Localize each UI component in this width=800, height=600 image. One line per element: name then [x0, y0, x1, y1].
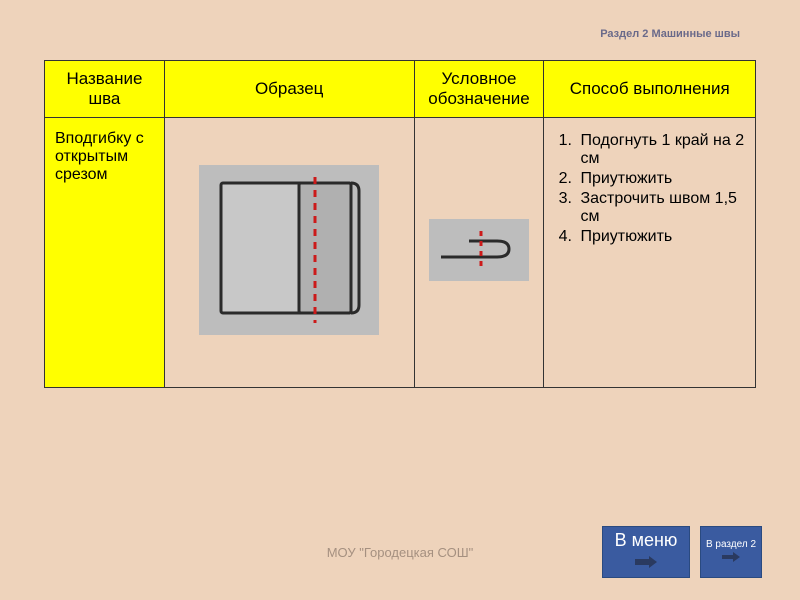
th-symbol: Условное обозначение — [414, 61, 544, 118]
section-button[interactable]: В раздел 2 — [700, 526, 762, 578]
step-item: Застрочить швом 1,5 см — [576, 190, 745, 226]
step-item: Приутюжить — [576, 170, 745, 188]
table-row: Вподгибку с открытым срезом — [45, 118, 756, 388]
sample-diagram — [199, 165, 379, 335]
menu-button-label: В меню — [615, 531, 678, 551]
step-item: Приутюжить — [576, 228, 745, 246]
table-header-row: Название шва Образец Условное обозначени… — [45, 61, 756, 118]
symbol-diagram — [429, 219, 529, 281]
seam-table: Название шва Образец Условное обозначени… — [44, 60, 756, 388]
steps-cell: Подогнуть 1 край на 2 см Приутюжить Заст… — [544, 118, 756, 388]
footer-org: МОУ "Городецкая СОШ" — [327, 545, 474, 560]
arrow-right-icon — [635, 553, 657, 573]
th-method: Способ выполнения — [544, 61, 756, 118]
sample-cell — [164, 118, 414, 388]
steps-list: Подогнуть 1 край на 2 см Приутюжить Заст… — [554, 132, 745, 246]
th-name: Название шва — [45, 61, 165, 118]
section-header: Раздел 2 Машинные швы — [600, 28, 740, 40]
symbol-cell — [414, 118, 544, 388]
step-item: Подогнуть 1 край на 2 см — [576, 132, 745, 168]
menu-button[interactable]: В меню — [602, 526, 690, 578]
section-button-label: В раздел 2 — [706, 539, 756, 550]
seam-name-cell: Вподгибку с открытым срезом — [45, 118, 165, 388]
th-sample: Образец — [164, 61, 414, 118]
arrow-right-icon — [722, 552, 740, 565]
